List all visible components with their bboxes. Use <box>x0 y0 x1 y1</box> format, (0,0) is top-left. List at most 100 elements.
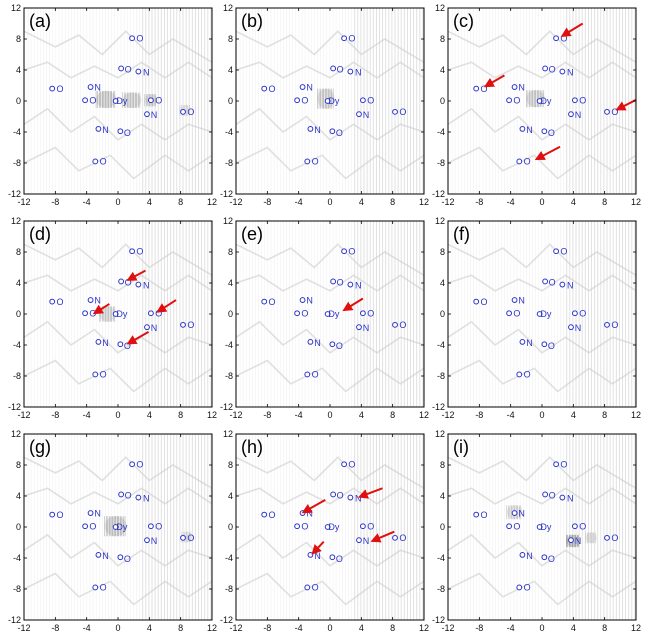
x-tick-label: -12 <box>441 197 454 207</box>
y-tick-label: -12 <box>8 189 21 199</box>
contour-line <box>24 30 212 63</box>
x-tick-label: 0 <box>115 197 120 207</box>
atom-label-n: N <box>94 508 101 518</box>
x-tick-label: -8 <box>263 410 271 420</box>
contour-line <box>448 487 636 505</box>
y-tick-label: 4 <box>16 65 21 75</box>
x-tick-label: 12 <box>419 410 429 420</box>
atom-marker-small <box>473 511 480 518</box>
atom-marker-small <box>511 297 518 303</box>
atom-label-o: O <box>187 107 194 117</box>
y-tick-label: 8 <box>228 34 233 44</box>
y-tick-label: -12 <box>8 402 21 412</box>
atom-marker-small <box>516 158 523 165</box>
contour-line <box>448 30 636 63</box>
atom-label-o: O <box>301 95 308 105</box>
y-tick-label: 8 <box>228 460 233 470</box>
atom-label-n: N <box>363 536 370 546</box>
atom-label-n: N <box>102 551 109 561</box>
atom-marker-small <box>117 341 124 348</box>
atom-marker-small <box>511 510 518 516</box>
atom-marker-small <box>473 85 480 92</box>
x-tick-label: -8 <box>263 623 271 633</box>
atom-label-o: O <box>549 64 556 74</box>
y-tick-label: 4 <box>440 491 445 501</box>
atom-marker-small <box>82 310 88 317</box>
contour-line <box>236 61 424 79</box>
x-tick-label: -8 <box>475 197 483 207</box>
y-tick-label: -8 <box>437 158 445 168</box>
y-tick-label: 4 <box>228 491 233 501</box>
atom-marker-small <box>559 281 566 288</box>
contour-line <box>24 61 212 79</box>
y-tick-label: -12 <box>220 402 233 412</box>
y-tick-label: 12 <box>11 429 21 439</box>
panel-label: (f) <box>453 224 470 244</box>
x-tick-label: 4 <box>571 410 576 420</box>
x-tick-label: -12 <box>229 623 242 633</box>
atom-label-n: N <box>306 295 313 305</box>
atom-label-n: N <box>143 494 150 504</box>
contour-line <box>24 243 212 276</box>
atom-label-o: O <box>336 341 343 351</box>
density-blob <box>585 532 597 544</box>
atom-label-o: O <box>124 128 131 138</box>
contour-line <box>24 107 212 141</box>
atom-marker-small <box>542 278 549 285</box>
atom-marker-small <box>95 552 102 558</box>
y-tick-label: 8 <box>440 247 445 257</box>
x-tick-label: -4 <box>507 623 515 633</box>
atom-label-o: O <box>579 521 586 531</box>
y-tick-label: -12 <box>220 189 233 199</box>
atom-label-dy: Dy <box>116 96 127 106</box>
y-tick-label: 8 <box>16 247 21 257</box>
y-tick-label: 12 <box>223 216 233 226</box>
x-tick-label: -8 <box>51 623 59 633</box>
atom-marker-small <box>536 311 543 317</box>
atom-label-o: O <box>367 95 374 105</box>
atom-marker-small <box>360 523 366 530</box>
x-tick-label: 0 <box>327 197 332 207</box>
atom-marker-small <box>559 68 566 75</box>
atom-marker-small <box>92 371 99 378</box>
atom-marker-small <box>553 461 559 468</box>
atom-label-o: O <box>57 84 64 94</box>
panel-label: (c) <box>453 11 474 31</box>
x-tick-label: -4 <box>83 197 91 207</box>
atom-marker-small <box>330 65 337 72</box>
atom-marker-small <box>542 491 549 498</box>
atom-label-dy: Dy <box>540 309 551 319</box>
atom-label-o: O <box>57 297 64 307</box>
red-arrow <box>483 74 505 88</box>
atom-marker-small <box>87 84 94 90</box>
x-tick-label: 0 <box>115 623 120 633</box>
y-tick-label: -4 <box>437 340 445 350</box>
atom-marker-small <box>180 534 186 541</box>
y-tick-label: -4 <box>225 553 233 563</box>
atom-marker-small <box>392 108 398 115</box>
x-tick-label: -8 <box>475 623 483 633</box>
atom-label-o: O <box>125 64 132 74</box>
atom-label-n: N <box>575 536 582 546</box>
x-tick-label: -4 <box>295 197 303 207</box>
panel-label: (a) <box>29 11 51 31</box>
atom-label-o: O <box>524 157 531 167</box>
contour-line <box>236 243 424 276</box>
atom-marker-small <box>330 491 337 498</box>
x-tick-label: 8 <box>390 410 395 420</box>
atom-marker-small <box>112 524 119 530</box>
atom-label-n: N <box>526 551 533 561</box>
atom-marker-small <box>135 281 142 288</box>
atom-marker-small <box>516 371 523 378</box>
atom-marker-small <box>568 324 574 331</box>
atom-label-o: O <box>348 33 355 43</box>
atom-label-n: N <box>355 494 362 504</box>
atom-marker-small <box>341 461 348 468</box>
atom-label-o: O <box>125 277 132 287</box>
x-tick-label: -12 <box>441 410 454 420</box>
x-tick-label: -12 <box>229 410 242 420</box>
atom-marker-small <box>541 554 548 561</box>
